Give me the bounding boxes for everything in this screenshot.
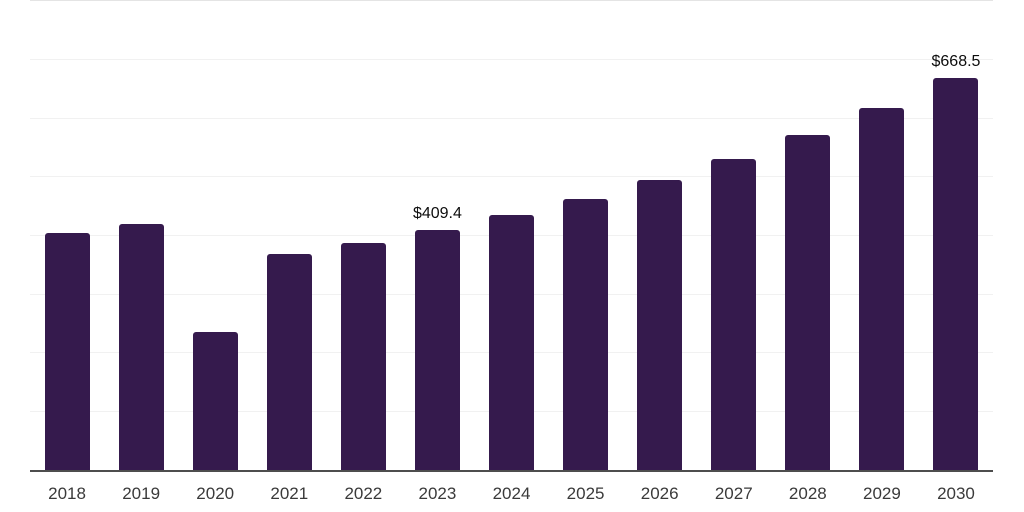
bar-chart: $409.4 $668.5 2018 2019 2020 2021 2022 2023 202…: [30, 0, 993, 512]
gridline: [30, 176, 993, 178]
x-axis-label-2021: 2021: [270, 484, 309, 503]
bar-2029: [859, 107, 905, 470]
bar-2028: [785, 135, 831, 470]
x-axis-label-2026: 2026: [640, 484, 679, 503]
x-axis-label-2028: 2028: [788, 484, 827, 503]
bar-column-2022: [326, 1, 400, 470]
x-axis-label-2024: 2024: [492, 484, 531, 503]
x-axis-label-2025: 2025: [566, 484, 605, 503]
bar-value-label-2030: $668.5: [931, 53, 981, 71]
bar-2019: [118, 223, 164, 470]
bar-column-2019: [104, 1, 178, 470]
x-axis-label-2020: 2020: [196, 484, 235, 503]
x-axis-label-2022: 2022: [344, 484, 383, 503]
x-axis-label-2019: 2019: [122, 484, 161, 503]
bar-2027: [711, 159, 757, 470]
x-axis-label-2029: 2029: [862, 484, 901, 503]
bar-column-2026: [623, 1, 697, 470]
x-axis-line: [30, 470, 993, 472]
bar-value-label-2023: $409.4: [412, 205, 462, 222]
bar-2022: [340, 243, 386, 470]
x-axis: 2018 2019 2020 2021 2022 2023 2024 2025 2026 2027…: [30, 470, 993, 504]
bar-column-2029: [845, 1, 919, 470]
gridline: [30, 117, 993, 119]
bar-column-2030: $668.5: [919, 1, 993, 470]
bar-2025: [563, 199, 609, 470]
bar-column-2023: $409.4: [400, 1, 474, 470]
bar-2026: [637, 179, 683, 470]
x-axis-label-2027: 2027: [714, 484, 753, 503]
plot-area: $409.4 $668.5: [30, 0, 993, 472]
x-axis-label-2030: 2030: [937, 484, 975, 503]
bar-2021: [266, 254, 312, 470]
bar-column-2025: [549, 1, 623, 470]
bars-container: $409.4 $668.5: [30, 1, 993, 470]
bar-column-2028: [771, 1, 845, 470]
bar-column-2021: [252, 1, 326, 470]
bar-column-2020: [178, 1, 252, 470]
bar-2020: [192, 331, 238, 470]
bar-2018: [44, 232, 90, 470]
bar-column-2018: [30, 1, 104, 470]
x-axis-label-2018: 2018: [48, 484, 86, 503]
bar-2030: [933, 78, 979, 470]
bar-column-2024: [474, 1, 548, 470]
x-axis-label-2023: 2023: [418, 484, 457, 503]
gridline: [30, 59, 993, 61]
bar-2023: [414, 230, 460, 470]
bar-column-2027: [697, 1, 771, 470]
bar-2024: [489, 214, 534, 470]
